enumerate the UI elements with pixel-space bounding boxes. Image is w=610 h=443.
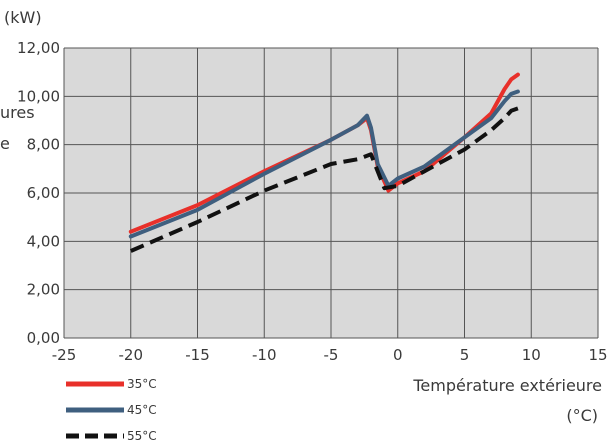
- cropped-side-text-2: e: [0, 134, 10, 153]
- x-tick-label: 15: [588, 346, 607, 364]
- y-tick-labels: 0,00 2,00 4,00 6,00 8,00 10,00 12,00: [17, 39, 60, 347]
- x-tick-label: -20: [119, 346, 144, 364]
- series-line-55c: [130, 106, 519, 253]
- cropped-side-text-1: ures: [0, 103, 35, 122]
- y-tick-label: 2,00: [27, 281, 60, 299]
- series-layer: [128, 72, 520, 253]
- y-tick-label: 8,00: [27, 136, 60, 154]
- x-tick-labels: -25 -20 -15 -10 -5 0 5 10 15: [52, 346, 608, 364]
- y-tick-label: 12,00: [17, 39, 60, 57]
- x-tick-label: -10: [252, 346, 277, 364]
- x-tick-label: -5: [324, 346, 339, 364]
- x-tick-label: -25: [52, 346, 77, 364]
- legend: 35°C 45°C 55°C: [66, 377, 157, 443]
- grid-lines: [63, 47, 599, 339]
- y-unit-label: (kW): [4, 8, 42, 27]
- x-tick-label: -15: [185, 346, 210, 364]
- x-tick-label: 5: [460, 346, 470, 364]
- y-tick-label: 10,00: [17, 87, 60, 105]
- legend-label: 45°C: [127, 403, 157, 417]
- y-tick-label: 4,00: [27, 232, 60, 250]
- legend-label: 35°C: [127, 377, 157, 391]
- y-tick-label: 0,00: [27, 329, 60, 347]
- x-tick-label: 0: [393, 346, 403, 364]
- series-line-45c: [128, 89, 520, 239]
- legend-label: 55°C: [127, 429, 157, 443]
- x-axis-label: Température extérieure: [413, 376, 602, 395]
- y-tick-label: 6,00: [27, 184, 60, 202]
- x-axis-unit: (°C): [566, 406, 598, 425]
- x-tick-label: 10: [522, 346, 541, 364]
